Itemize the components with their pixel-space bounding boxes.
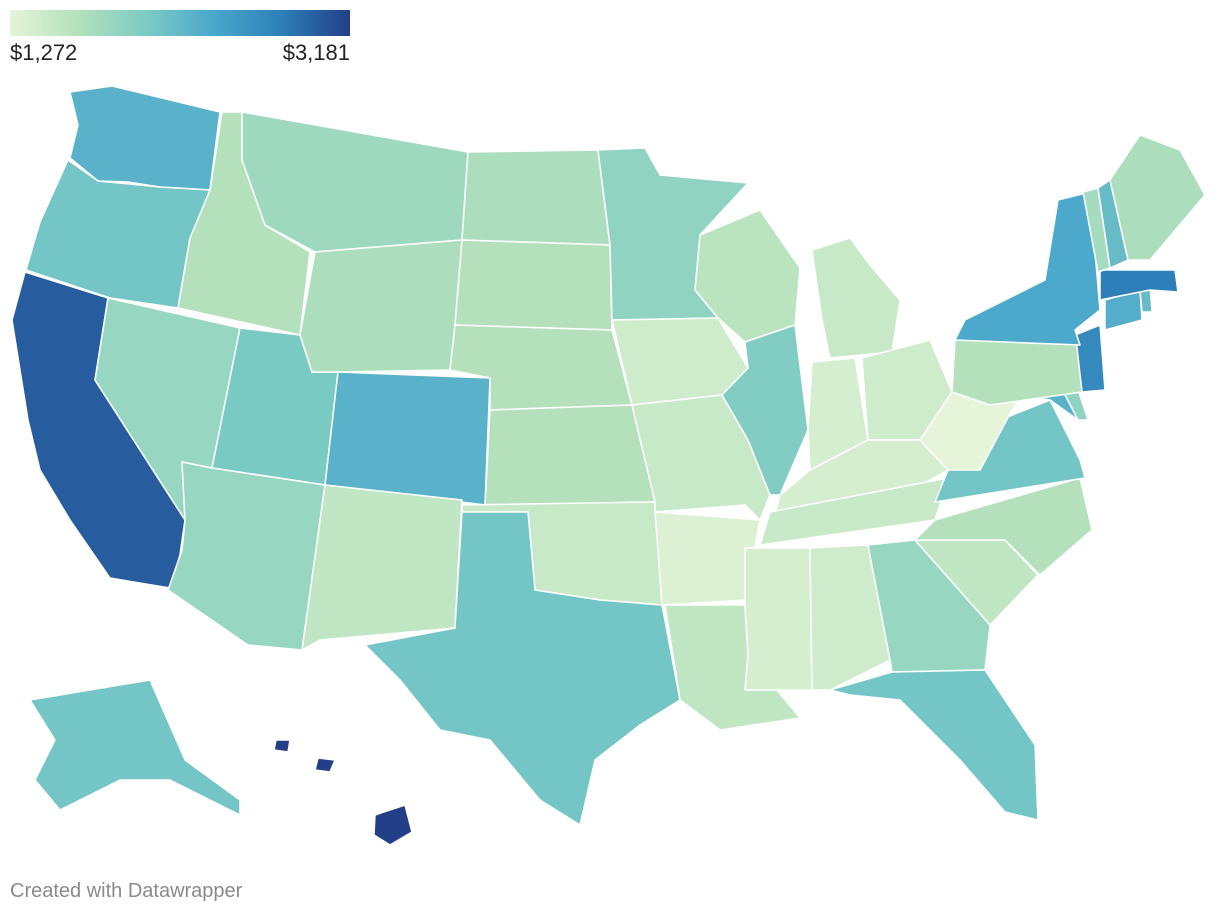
color-legend: $1,272 $3,181 <box>10 10 350 70</box>
state-sd[interactable] <box>454 239 613 331</box>
state-nd[interactable] <box>461 149 611 246</box>
state-ms[interactable] <box>744 547 813 691</box>
state-me[interactable] <box>1109 134 1206 261</box>
state-co[interactable] <box>324 371 491 506</box>
state-ar[interactable] <box>654 511 761 606</box>
state-ks[interactable] <box>484 404 656 506</box>
legend-max-label: $3,181 <box>282 40 350 65</box>
legend-labels: $1,272 $3,181 <box>10 40 350 70</box>
state-al[interactable] <box>809 544 891 691</box>
state-nm[interactable] <box>301 484 463 651</box>
state-fl[interactable] <box>829 669 1039 821</box>
state-il[interactable] <box>721 324 809 496</box>
state-mt[interactable] <box>241 111 469 253</box>
credit-text: Created with Datawrapper <box>10 880 243 902</box>
state-wy[interactable] <box>299 239 463 373</box>
state-mi[interactable] <box>811 237 901 359</box>
state-ny[interactable] <box>954 191 1101 346</box>
legend-gradient-bar <box>10 10 350 36</box>
state-az[interactable] <box>167 461 326 651</box>
state-wa[interactable] <box>69 85 221 191</box>
state-tx[interactable] <box>364 511 681 826</box>
state-ma[interactable] <box>1099 269 1179 301</box>
state-ak[interactable] <box>29 679 241 816</box>
state-hi[interactable] <box>273 739 413 846</box>
legend-min-label: $1,272 <box>10 40 78 65</box>
